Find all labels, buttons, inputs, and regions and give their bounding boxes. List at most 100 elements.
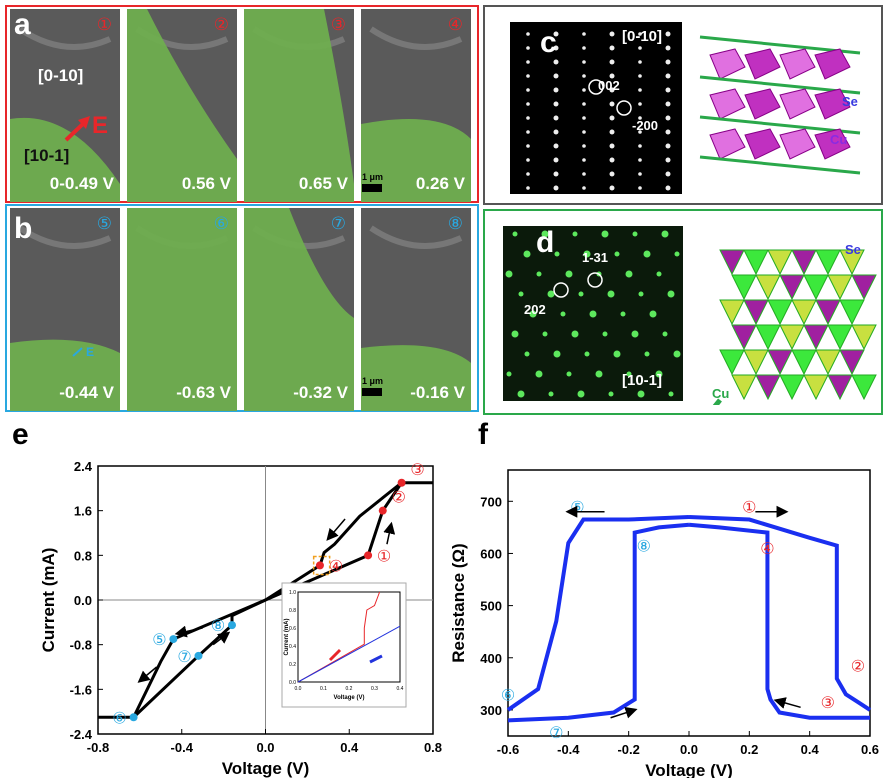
diffraction-spot [601, 230, 609, 238]
y-axis-label: Resistance (Ω) [449, 543, 468, 662]
spot-circle [616, 100, 632, 116]
diffraction-spot [526, 144, 530, 148]
inset-x-tick-label: 0.1 [320, 686, 327, 692]
voltage-label: 0-0.49 V [49, 174, 114, 193]
data-series [506, 514, 690, 712]
diffraction-pattern-c [510, 22, 682, 194]
x-axis-label: Voltage (V) [222, 759, 310, 778]
field-label: E [92, 112, 109, 139]
diffraction-spot [582, 102, 586, 106]
polyhedron [791, 249, 817, 276]
data-marker [228, 621, 236, 630]
crystal-structure-d [712, 249, 877, 405]
diffraction-spot [511, 330, 519, 338]
diffraction-spot [523, 250, 531, 258]
diffraction-spot [607, 290, 615, 298]
diffraction-spot [553, 59, 559, 65]
polyhedron [755, 324, 781, 351]
diffraction-spot [638, 32, 642, 36]
inset-series [297, 625, 401, 683]
state-marker-label: ④ [329, 558, 343, 575]
state-number: ① [96, 15, 112, 34]
spot-label: 002 [598, 78, 620, 93]
texture [369, 26, 463, 50]
voltage-label: 0.65 V [298, 174, 348, 193]
state-marker-label: ③ [410, 462, 424, 479]
x-tick-label: -0.8 [87, 740, 109, 755]
crystal-structure-c [699, 35, 861, 175]
tem-image-tile: ⑤ -0.44 V [10, 208, 120, 411]
diffraction-spot [553, 73, 559, 79]
diffraction-spot [518, 291, 524, 297]
state-marker-label: ③ [821, 695, 835, 712]
state-marker-label: ② [851, 659, 865, 676]
diffraction-pattern-d [503, 226, 683, 401]
diffraction-spot [582, 130, 586, 134]
state-marker-label: ⑦ [177, 649, 191, 666]
x-tick-label: -0.2 [617, 742, 639, 757]
state-marker-label: ① [742, 500, 756, 517]
diffraction-spot [665, 87, 671, 93]
data-marker [169, 635, 178, 644]
diffraction-spot [665, 171, 671, 177]
phase-region [127, 208, 237, 411]
zone-axis-label: [10-1] [622, 372, 663, 389]
diffraction-spot [526, 74, 530, 78]
diffraction-spot [582, 60, 586, 64]
spot-circle [553, 282, 569, 298]
polyhedron [767, 299, 793, 326]
polyhedron [827, 324, 853, 351]
diffraction-spot [542, 331, 548, 337]
panel-b-letter: b [14, 212, 33, 245]
diffraction-spot [638, 88, 642, 92]
diffraction-spot [665, 101, 671, 107]
diffraction-spot [638, 291, 644, 297]
data-series [688, 514, 872, 712]
direction-arrow [326, 518, 346, 541]
diffraction-spot [571, 330, 579, 338]
data-marker [378, 506, 387, 515]
diffraction-spot [512, 231, 518, 237]
direction-label: [0-10] [38, 66, 84, 85]
polyhedron [791, 349, 817, 376]
diffraction-spot [526, 116, 530, 120]
state-number: ⑧ [447, 214, 463, 233]
direction-arrow [174, 625, 203, 638]
atom-label-cu: Cu [830, 132, 848, 147]
diffraction-spot [665, 45, 671, 51]
diffraction-spot [643, 250, 651, 258]
panel-f-letter: f [478, 418, 488, 451]
y-tick-label: 0.8 [74, 548, 92, 563]
phase-overlay [361, 26, 471, 202]
diffraction-spot [609, 157, 615, 163]
x-tick-label: -0.4 [171, 740, 194, 755]
diffraction-spot [526, 60, 530, 64]
diffraction-spot [582, 46, 586, 50]
diffraction-spot [553, 87, 559, 93]
polyhedron [827, 374, 853, 401]
state-marker-label: ⑤ [152, 632, 166, 649]
diffraction-spot [582, 144, 586, 148]
diffraction-spot [632, 231, 638, 237]
diffraction-spot [526, 102, 530, 106]
diffraction-spot [553, 129, 559, 135]
diffraction-spot [614, 251, 620, 257]
state-number: ⑦ [330, 214, 346, 233]
tem-image-tile: ① 0-0.49 V [10, 9, 120, 202]
diffraction-spot [582, 186, 586, 190]
polyhedron [767, 249, 793, 276]
diffraction-spot [526, 186, 530, 190]
state-marker-label: ⑦ [549, 725, 563, 742]
diffraction-spot [578, 291, 584, 297]
direction-arrow [212, 631, 231, 646]
data-series [264, 481, 403, 602]
spot-label: -200 [632, 118, 659, 133]
scale-bar-label: 1 μm [362, 172, 384, 182]
diffraction-spot [662, 331, 668, 337]
phase-region [361, 345, 471, 411]
y-tick-label: 500 [480, 599, 502, 614]
diffraction-spot [553, 101, 559, 107]
inset-y-tick-label: 0.2 [289, 662, 296, 668]
data-series [688, 522, 870, 720]
